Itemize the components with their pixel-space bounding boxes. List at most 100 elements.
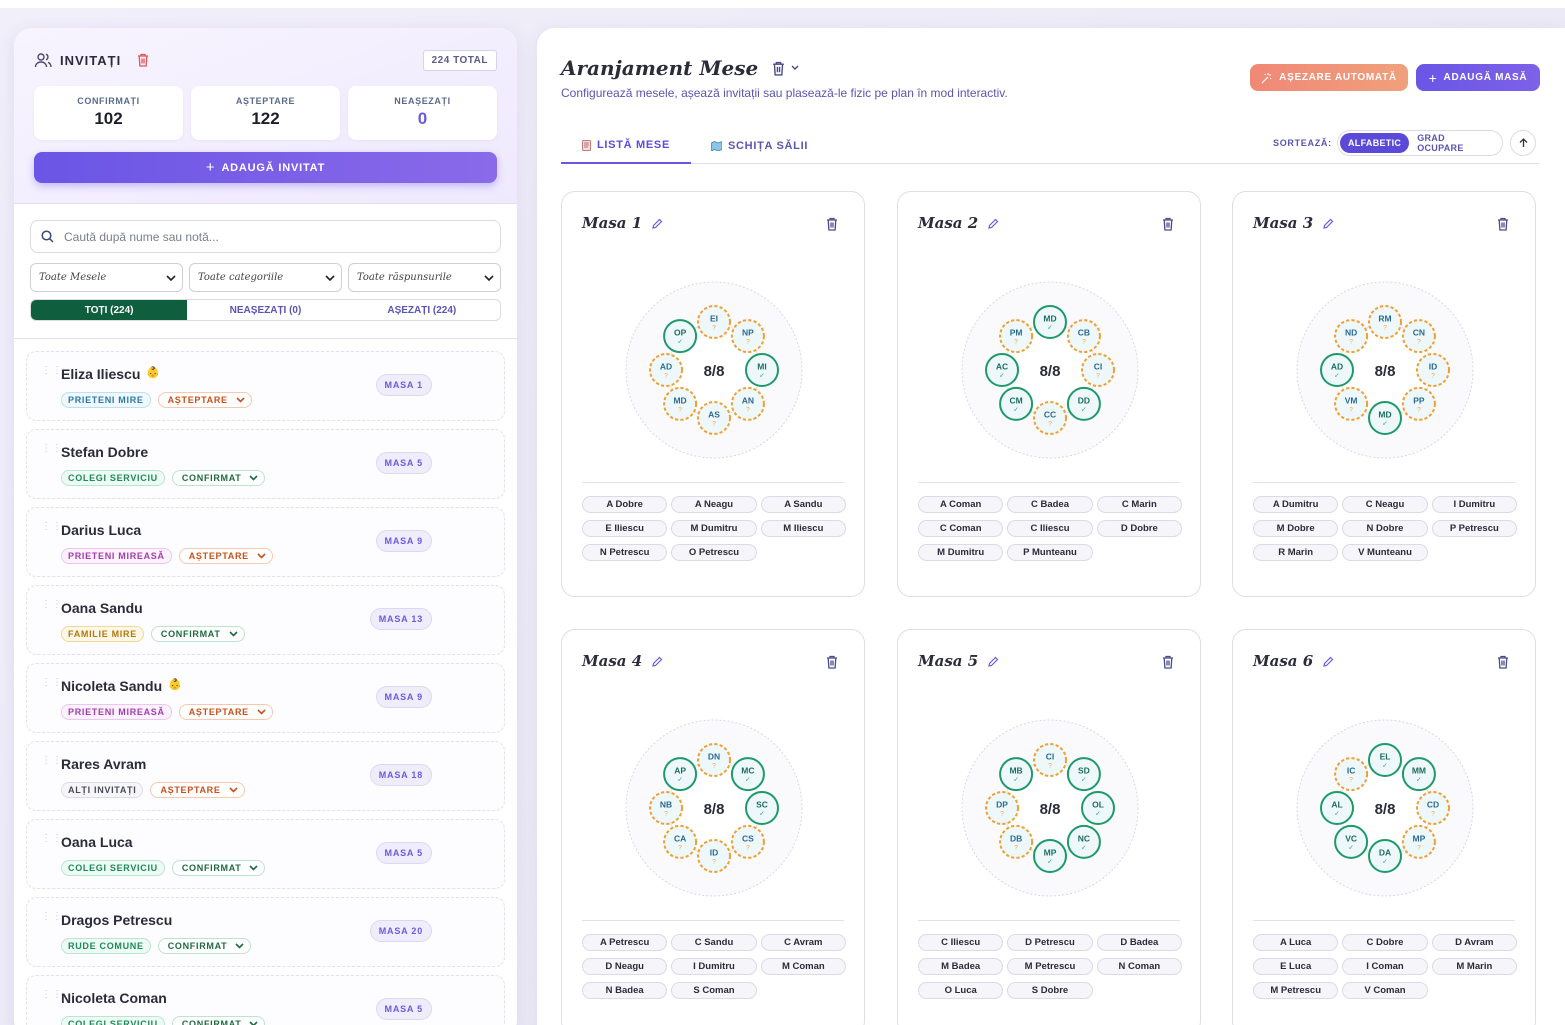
seat[interactable]: DB?: [999, 824, 1034, 859]
response-select[interactable]: CONFIRMAT: [157, 938, 252, 954]
guest-card[interactable]: ⋮⋮ Eliza Iliescu 👶 PRIETENI MIRE AȘTEPTARE MA…: [26, 351, 505, 421]
guest-chip[interactable]: E Iliescu: [582, 520, 668, 537]
filter-table-select[interactable]: Toate Mesele: [30, 263, 183, 292]
tab-table-list[interactable]: LISTĂ MESE: [561, 128, 691, 164]
seat[interactable]: CA?: [663, 824, 698, 859]
trash-icon[interactable]: [1162, 217, 1174, 231]
drag-handle-icon[interactable]: ⋮⋮: [41, 755, 63, 766]
guest-card[interactable]: ⋮⋮ Dragos Petrescu RUDE COMUNE CONFIRMAT MAS…: [26, 897, 505, 967]
guest-chip[interactable]: O Luca: [918, 982, 1004, 999]
drag-handle-icon[interactable]: ⋮⋮: [41, 599, 63, 610]
table-badge[interactable]: MASA 9: [375, 530, 432, 552]
sort-alphabetic[interactable]: ALFABETIC: [1340, 133, 1410, 153]
filter-response-select[interactable]: Toate răspunsurile: [348, 263, 501, 292]
seat[interactable]: MD✓: [1368, 401, 1402, 435]
seat[interactable]: PM?: [999, 319, 1034, 354]
table-badge[interactable]: MASA 18: [369, 764, 432, 786]
seat[interactable]: CS?: [730, 824, 765, 859]
pencil-icon[interactable]: [988, 218, 999, 229]
seat[interactable]: DP?: [985, 791, 1019, 825]
guest-chip[interactable]: D Petrescu: [1007, 934, 1093, 951]
guest-card[interactable]: ⋮⋮ Oana Luca COLEGI SERVICIU CONFIRMAT MASA …: [26, 819, 505, 889]
table-badge[interactable]: MASA 13: [369, 608, 432, 630]
drag-handle-icon[interactable]: ⋮⋮: [41, 833, 63, 844]
seat[interactable]: SD✓: [1066, 757, 1101, 792]
seat[interactable]: ID?: [697, 839, 731, 873]
seat[interactable]: DN?: [697, 743, 731, 777]
table-badge[interactable]: MASA 20: [369, 920, 432, 942]
seat[interactable]: OL✓: [1081, 791, 1115, 825]
guest-chip[interactable]: S Coman: [671, 982, 757, 999]
guest-chip[interactable]: P Munteanu: [1007, 544, 1093, 561]
response-select[interactable]: AȘTEPTARE: [157, 392, 252, 408]
guest-chip[interactable]: I Dumitru: [1431, 496, 1517, 513]
guest-chip[interactable]: S Dobre: [1007, 982, 1093, 999]
seat[interactable]: AN?: [730, 386, 765, 421]
seat[interactable]: MC✓: [730, 757, 765, 792]
pencil-icon[interactable]: [988, 656, 999, 667]
table-badge[interactable]: MASA 5: [375, 842, 432, 864]
guest-card[interactable]: ⋮⋮ Nicoleta Sandu 👶 PRIETENI MIREASĂ AȘTEPTA…: [26, 663, 505, 733]
drag-handle-icon[interactable]: ⋮⋮: [41, 521, 63, 532]
seat[interactable]: CI?: [1081, 353, 1115, 387]
response-select[interactable]: CONFIRMAT: [171, 470, 266, 486]
drag-handle-icon[interactable]: ⋮⋮: [41, 911, 63, 922]
guest-chip[interactable]: A Dobre: [582, 496, 668, 513]
guest-chip[interactable]: C Dobre: [1342, 934, 1428, 951]
seat[interactable]: AD?: [649, 353, 683, 387]
guest-chip[interactable]: A Petrescu: [582, 934, 668, 951]
response-select[interactable]: CONFIRMAT: [171, 860, 266, 876]
guest-chip[interactable]: M Coman: [760, 958, 846, 975]
seat[interactable]: CN?: [1401, 319, 1436, 354]
guest-chip[interactable]: V Munteanu: [1342, 544, 1428, 561]
guest-card[interactable]: ⋮⋮ Rares Avram ALȚI INVITAȚI AȘTEPTARE MASA …: [26, 741, 505, 811]
guest-chip[interactable]: C Neagu: [1342, 496, 1428, 513]
guest-chip[interactable]: A Dumitru: [1253, 496, 1339, 513]
seat[interactable]: EL✓: [1368, 743, 1402, 777]
tab-seated[interactable]: AȘEZAȚI (224): [387, 304, 457, 316]
guest-chip[interactable]: C Badea: [1007, 496, 1093, 513]
seat[interactable]: VC✓: [1334, 824, 1369, 859]
guest-chip[interactable]: M Petrescu: [1253, 982, 1339, 999]
chevron-down-icon[interactable]: [791, 65, 799, 71]
seat[interactable]: NP?: [730, 319, 765, 354]
trash-icon[interactable]: [772, 61, 785, 76]
guest-chip[interactable]: A Coman: [918, 496, 1004, 513]
drag-handle-icon[interactable]: ⋮⋮: [41, 677, 63, 688]
pencil-icon[interactable]: [1323, 656, 1334, 667]
seat[interactable]: NC✓: [1066, 824, 1101, 859]
seat[interactable]: PP?: [1401, 386, 1436, 421]
seat[interactable]: CB?: [1066, 319, 1101, 354]
guest-chip[interactable]: N Coman: [1096, 958, 1182, 975]
guest-chip[interactable]: C Marin: [1096, 496, 1182, 513]
sort-occupancy[interactable]: GRAD OCUPARE: [1417, 133, 1464, 153]
guest-chip[interactable]: C Avram: [760, 934, 846, 951]
seat[interactable]: CC?: [1033, 401, 1067, 435]
guest-chip[interactable]: C Iliescu: [918, 934, 1004, 951]
guest-chip[interactable]: P Petrescu: [1431, 520, 1517, 537]
seat[interactable]: AS?: [697, 401, 731, 435]
tab-unseated[interactable]: NEAȘEZAȚI (0): [229, 304, 302, 316]
guest-chip[interactable]: N Petrescu: [582, 544, 668, 561]
seat[interactable]: AL✓: [1320, 791, 1354, 825]
guest-chip[interactable]: C Iliescu: [1007, 520, 1093, 537]
search-input[interactable]: Caută după nume sau notă...: [30, 220, 501, 253]
seat[interactable]: NB?: [649, 791, 683, 825]
seat[interactable]: IC?: [1334, 757, 1369, 792]
guest-chip[interactable]: D Neagu: [582, 958, 668, 975]
guest-chip[interactable]: D Avram: [1431, 934, 1517, 951]
response-select[interactable]: AȘTEPTARE: [150, 782, 245, 798]
trash-icon[interactable]: [1162, 655, 1174, 669]
guest-chip[interactable]: M Petrescu: [1007, 958, 1093, 975]
add-table-button[interactable]: + ADAUGĂ MASĂ: [1416, 64, 1540, 91]
seat[interactable]: SC✓: [745, 791, 779, 825]
guest-chip[interactable]: D Dobre: [1096, 520, 1182, 537]
guest-chip[interactable]: N Badea: [582, 982, 668, 999]
response-select[interactable]: AȘTEPTARE: [178, 548, 273, 564]
drag-handle-icon[interactable]: ⋮⋮: [41, 989, 63, 1000]
table-badge[interactable]: MASA 5: [375, 998, 432, 1020]
guest-chip[interactable]: I Dumitru: [671, 958, 757, 975]
seat[interactable]: DA✓: [1368, 839, 1402, 873]
seat[interactable]: MI✓: [745, 353, 779, 387]
trash-icon[interactable]: [137, 53, 149, 67]
